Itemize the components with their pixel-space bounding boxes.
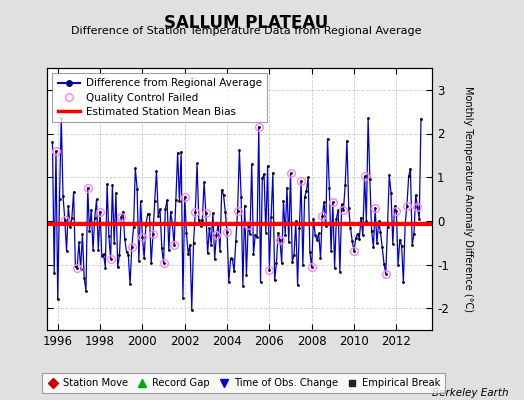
Text: Berkeley Earth: Berkeley Earth	[432, 388, 508, 398]
Legend: Station Move, Record Gap, Time of Obs. Change, Empirical Break: Station Move, Record Gap, Time of Obs. C…	[42, 373, 445, 393]
Text: Difference of Station Temperature Data from Regional Average: Difference of Station Temperature Data f…	[71, 26, 421, 36]
Text: SALLUM PLATEAU: SALLUM PLATEAU	[164, 14, 329, 32]
Legend: Difference from Regional Average, Quality Control Failed, Estimated Station Mean: Difference from Regional Average, Qualit…	[52, 73, 267, 122]
Y-axis label: Monthly Temperature Anomaly Difference (°C): Monthly Temperature Anomaly Difference (…	[463, 86, 473, 312]
